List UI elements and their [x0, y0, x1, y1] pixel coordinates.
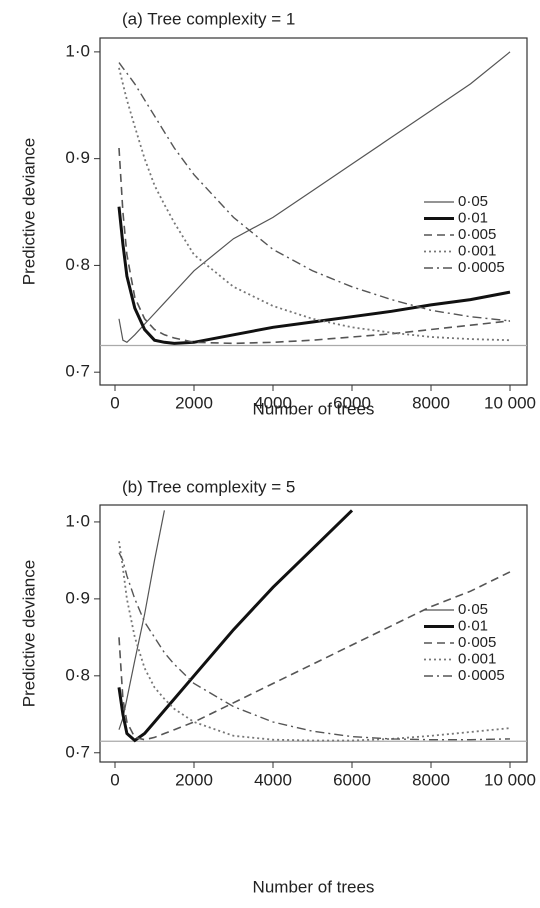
legend-label: 0·05 [458, 193, 488, 210]
x-tick-label: 2000 [175, 770, 213, 789]
x-tick-label: 0 [110, 770, 119, 789]
x-axis-label: Number of trees [253, 877, 375, 896]
y-tick-label: 0·9 [65, 588, 90, 607]
y-tick-label: 0·9 [65, 148, 90, 167]
series-line [118, 552, 511, 741]
y-axis-label: Predictive deviance [19, 138, 38, 285]
legend-label: 0·005 [458, 634, 496, 651]
series-line [117, 509, 354, 743]
x-tick-label: 6000 [333, 770, 371, 789]
y-tick-label: 0·7 [65, 362, 90, 381]
x-tick-label: 8000 [412, 393, 450, 412]
y-tick-label: 0·8 [65, 255, 90, 274]
series-line [118, 62, 511, 322]
legend-label: 0·0005 [458, 667, 505, 684]
panel-title: (a) Tree complexity = 1 [122, 9, 295, 28]
x-tick-label: 10 000 [484, 770, 536, 789]
series-line [118, 510, 165, 730]
series-line [118, 147, 511, 345]
series-line [118, 67, 511, 342]
panel: (b) Tree complexity = 5 0·7 0·8 0·9 1·0 0 2000… [19, 477, 536, 896]
legend-label: 0·01 [458, 209, 488, 226]
x-tick-label: 2000 [175, 393, 213, 412]
series-line [117, 206, 511, 345]
legend-label: 0·05 [458, 601, 488, 618]
x-tick-label: 10 000 [484, 393, 536, 412]
y-tick-label: 1·0 [65, 511, 90, 530]
x-axis-label: Number of trees [253, 399, 375, 418]
legend-label: 0·001 [458, 650, 496, 667]
x-tick-label: 4000 [254, 770, 292, 789]
legend-label: 0·01 [458, 617, 488, 634]
panel-title: (b) Tree complexity = 5 [122, 477, 295, 496]
x-tick-label: 0 [110, 393, 119, 412]
y-tick-label: 0·7 [65, 742, 90, 761]
series-line [118, 541, 511, 742]
legend-label: 0·0005 [458, 259, 505, 276]
plot-frame [99, 504, 528, 763]
series-line [118, 571, 511, 741]
x-tick-label: 8000 [412, 770, 450, 789]
legend-label: 0·001 [458, 242, 496, 259]
series-line [118, 51, 511, 344]
y-tick-label: 0·8 [65, 665, 90, 684]
y-axis-label: Predictive deviance [19, 560, 38, 707]
legend-label: 0·005 [458, 226, 496, 243]
y-tick-label: 1·0 [65, 41, 90, 60]
plot-frame [99, 37, 528, 386]
x-tick-label: 6000 [333, 393, 371, 412]
panel: (a) Tree complexity = 1 0·7 0·8 0·9 1·0 0 2000… [19, 9, 536, 418]
x-tick-label: 4000 [254, 393, 292, 412]
